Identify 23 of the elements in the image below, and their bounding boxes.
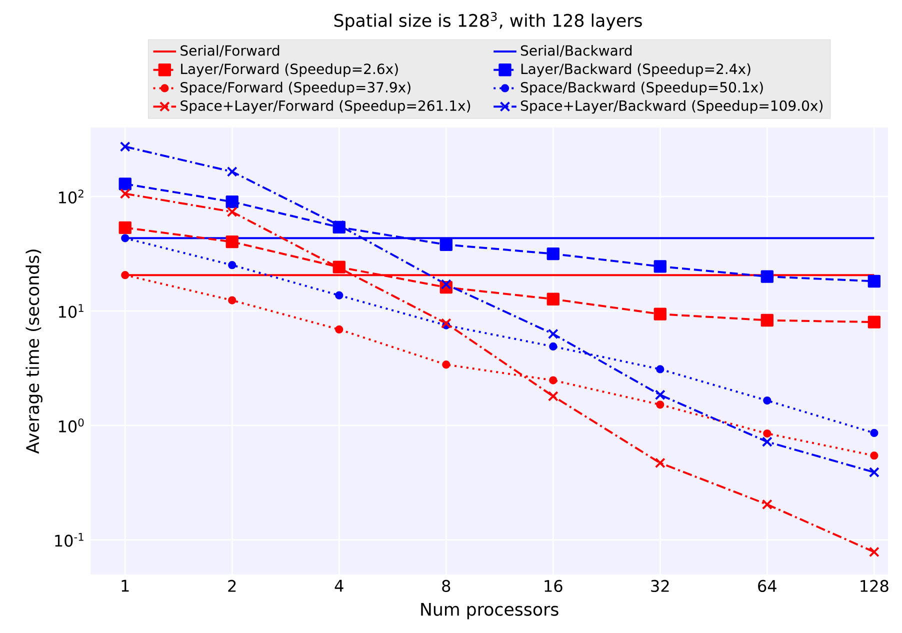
x-axis-title: Num processors: [421, 602, 558, 620]
legend-label: Serial/Backward: [520, 44, 632, 57]
x-tick-label: 2: [228, 580, 236, 592]
x-tick-label: 32: [651, 580, 669, 592]
legend-label: Space+Layer/Backward (Speedup=109.0x): [520, 100, 823, 114]
legend-label: Space/Backward (Speedup=50.1x): [520, 82, 763, 96]
y-tick-label: 10$^{-1}$: [55, 532, 84, 547]
y-tick-label: 10$^{2}$: [59, 190, 84, 204]
legend-label: Space+Layer/Forward (Speedup=261.1x): [180, 100, 470, 114]
x-tick-label: 1: [122, 580, 129, 592]
x-tick-label: 128: [860, 580, 888, 592]
legend-label: Layer/Backward (Speedup=2.4x): [521, 63, 750, 77]
y-axis-title: Average time (seconds): [26, 250, 42, 454]
y-tick-label: 10$^{1}$: [59, 304, 84, 318]
legend-label: Layer/Forward (Speedup=2.6x): [181, 63, 398, 77]
x-tick-label: 4: [334, 580, 344, 592]
x-tick-label: 8: [442, 580, 450, 592]
x-tick-label: 16: [544, 580, 562, 592]
y-tick-label: 10$^{0}$: [59, 418, 84, 432]
legend-label: Space/Forward (Speedup=37.9x): [180, 82, 410, 96]
legend-label: Serial/Forward: [180, 44, 280, 57]
chart-title: Spatial size is 128$^{3}$, with 128 layers: [334, 12, 642, 30]
x-tick-label: 64: [758, 580, 776, 592]
